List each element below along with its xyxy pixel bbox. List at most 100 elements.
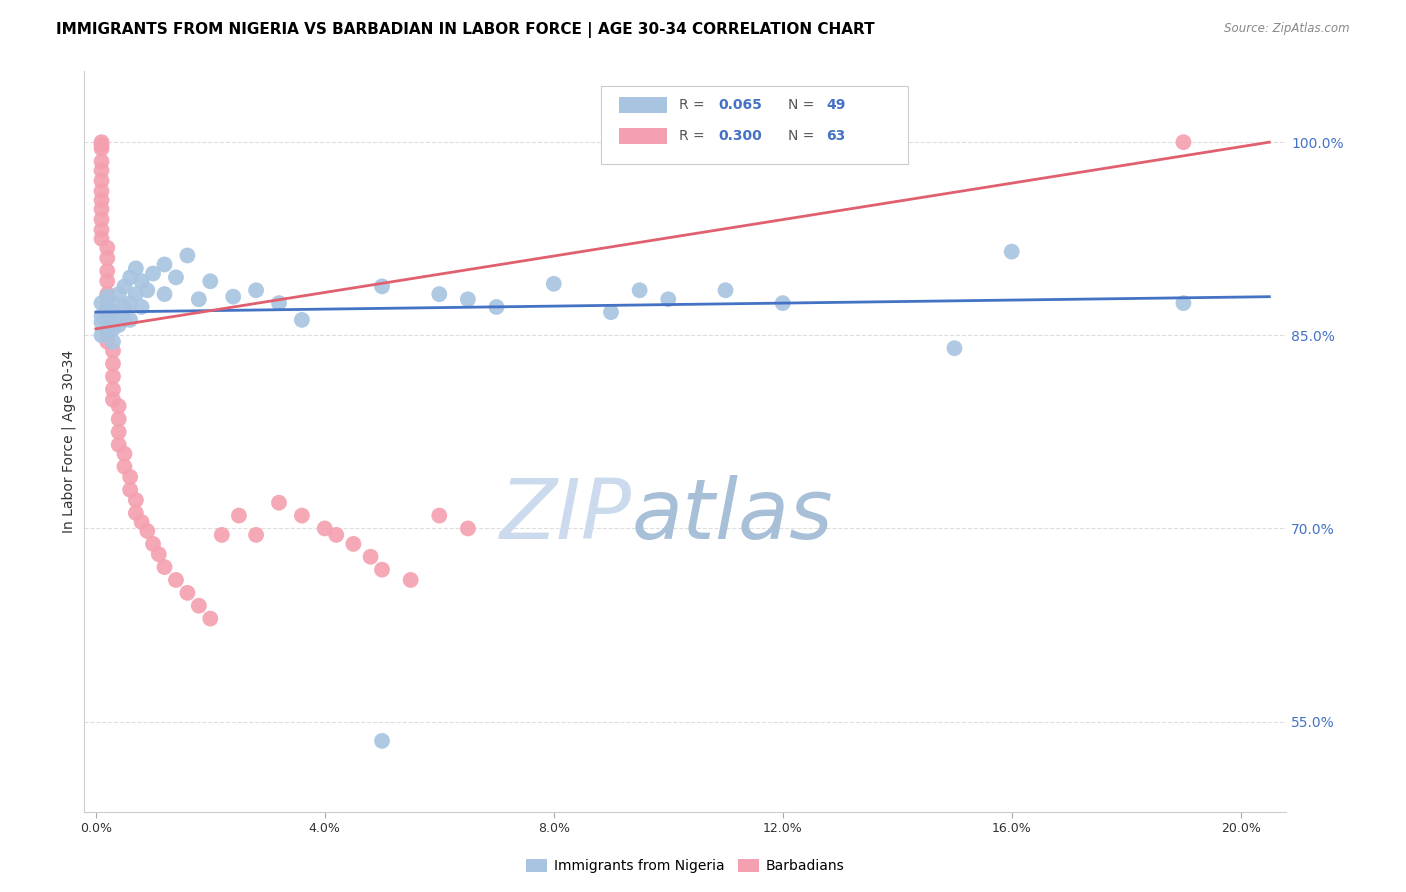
Point <box>107 318 129 332</box>
Legend: Immigrants from Nigeria, Barbadians: Immigrants from Nigeria, Barbadians <box>520 854 851 879</box>
Text: 49: 49 <box>827 98 845 112</box>
Point <box>245 528 267 542</box>
Point <box>90 328 112 343</box>
Point <box>107 425 129 439</box>
Point <box>187 292 209 306</box>
Point <box>125 287 148 301</box>
Point <box>165 270 187 285</box>
Point <box>114 447 136 461</box>
Point <box>148 547 170 561</box>
Point <box>96 287 118 301</box>
Point <box>136 524 159 538</box>
Point <box>371 279 394 293</box>
Point <box>176 248 198 262</box>
Point <box>101 383 124 397</box>
Point <box>314 521 336 535</box>
Point <box>90 137 112 152</box>
Text: 0.300: 0.300 <box>718 128 762 143</box>
Point <box>107 399 129 413</box>
Point <box>101 296 124 310</box>
Text: 63: 63 <box>827 128 845 143</box>
Point <box>90 142 112 156</box>
Text: ZIP: ZIP <box>499 475 631 556</box>
Point <box>120 470 142 484</box>
Point <box>90 184 112 198</box>
Point <box>96 251 118 265</box>
Point <box>90 309 112 323</box>
Point <box>485 300 508 314</box>
Point <box>142 267 165 281</box>
Point <box>1173 296 1195 310</box>
Point <box>131 515 153 529</box>
Point <box>107 287 129 301</box>
Point <box>120 313 142 327</box>
Y-axis label: In Labor Force | Age 30-34: In Labor Force | Age 30-34 <box>62 350 76 533</box>
Point <box>107 309 129 323</box>
Point <box>101 322 124 336</box>
Point <box>101 392 124 407</box>
Point <box>120 483 142 497</box>
Text: 0.065: 0.065 <box>718 98 762 112</box>
Point <box>457 292 479 306</box>
Point <box>1173 135 1195 149</box>
Point <box>325 528 347 542</box>
Point <box>245 283 267 297</box>
Point <box>90 193 112 207</box>
Point <box>165 573 187 587</box>
Point <box>96 302 118 317</box>
Point <box>176 586 198 600</box>
Point <box>96 313 118 327</box>
Point <box>600 305 623 319</box>
Point <box>96 334 118 349</box>
Point <box>291 313 314 327</box>
Point <box>291 508 314 523</box>
Point <box>90 174 112 188</box>
Text: IMMIGRANTS FROM NIGERIA VS BARBADIAN IN LABOR FORCE | AGE 30-34 CORRELATION CHAR: IMMIGRANTS FROM NIGERIA VS BARBADIAN IN … <box>56 22 875 38</box>
Point <box>131 274 153 288</box>
Point <box>120 270 142 285</box>
Bar <box>619 96 668 112</box>
Point <box>107 438 129 452</box>
Point <box>427 287 450 301</box>
Point <box>114 279 136 293</box>
Point <box>114 313 136 327</box>
Point <box>371 734 394 748</box>
Point <box>90 232 112 246</box>
FancyBboxPatch shape <box>602 87 908 164</box>
Point <box>142 537 165 551</box>
Point <box>125 493 148 508</box>
Point <box>101 357 124 371</box>
Point <box>153 258 176 272</box>
Point <box>90 202 112 216</box>
Point <box>114 300 136 314</box>
Point <box>200 611 222 625</box>
Point <box>360 549 382 564</box>
Point <box>136 283 159 297</box>
Point <box>222 290 245 304</box>
Point <box>96 326 118 340</box>
Point <box>267 296 290 310</box>
Point <box>101 369 124 384</box>
Point <box>90 154 112 169</box>
Point <box>399 573 422 587</box>
Point <box>131 300 153 314</box>
Text: N =: N = <box>787 98 818 112</box>
Point <box>153 560 176 574</box>
Point <box>125 261 148 276</box>
Point <box>96 300 118 314</box>
Point <box>657 292 679 306</box>
Point <box>90 212 112 227</box>
Point <box>125 506 148 520</box>
Point <box>96 241 118 255</box>
Point <box>187 599 209 613</box>
Point <box>714 283 737 297</box>
Point <box>96 322 118 336</box>
Text: N =: N = <box>787 128 818 143</box>
Point <box>90 135 112 149</box>
Text: Source: ZipAtlas.com: Source: ZipAtlas.com <box>1225 22 1350 36</box>
Bar <box>619 128 668 144</box>
Point <box>96 290 118 304</box>
Text: atlas: atlas <box>631 475 832 556</box>
Point <box>228 508 250 523</box>
Point <box>267 496 290 510</box>
